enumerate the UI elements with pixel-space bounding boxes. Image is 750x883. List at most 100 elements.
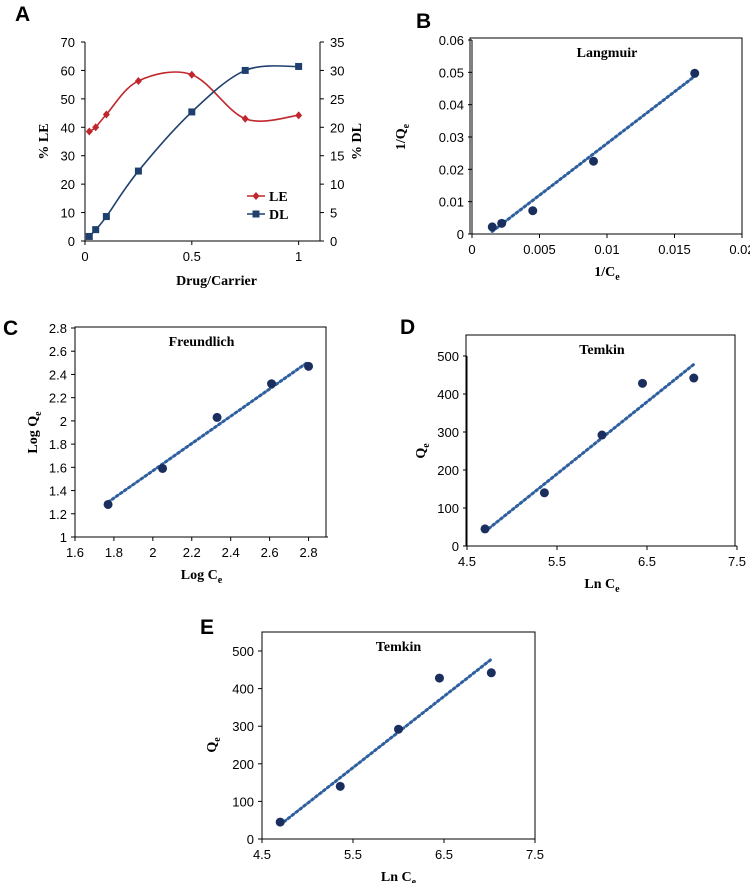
x-tick-label: 7.5 xyxy=(728,554,746,569)
y-tick-label: 500 xyxy=(437,349,459,364)
x-tick-label: 1.8 xyxy=(105,545,123,560)
chart-title: Langmuir xyxy=(577,46,638,61)
y-tick-label: 400 xyxy=(232,682,254,697)
x-tick-label: 6.5 xyxy=(638,554,656,569)
y-tick-label: 0.01 xyxy=(439,195,464,210)
y2-tick-label: 0 xyxy=(330,234,337,249)
data-point-dl xyxy=(92,226,100,234)
y-tick-label: 500 xyxy=(232,644,254,659)
y-tick-label: 100 xyxy=(232,794,254,809)
data-point xyxy=(589,156,598,166)
data-point-le xyxy=(134,76,142,85)
x-tick-label: 5.5 xyxy=(548,554,566,569)
data-point-dl xyxy=(295,62,303,70)
trendline xyxy=(483,362,696,534)
x-tick-label: 2.2 xyxy=(183,545,201,560)
x-tick-label: 2 xyxy=(149,545,156,560)
x-axis-title: Ln Ce xyxy=(584,577,620,595)
x-tick-label: 2.8 xyxy=(299,545,317,560)
x-tick-label: 0.02 xyxy=(729,242,750,257)
chart-title: Temkin xyxy=(376,640,422,655)
panel-letter-A: A xyxy=(15,3,30,26)
x-axis-title: 1/Ce xyxy=(594,265,620,283)
panel-A: A0 0.5 101020304050607005101520253035Drug/… xyxy=(15,3,365,289)
data-point xyxy=(597,430,607,440)
x-tick-label: 0 xyxy=(468,242,475,257)
series-line-le xyxy=(88,71,299,133)
y-tick-label: 300 xyxy=(437,425,459,440)
data-point xyxy=(690,68,700,78)
data-point-dl xyxy=(188,108,196,116)
y-tick-label: 1 xyxy=(60,530,67,545)
series-line-dl xyxy=(88,65,299,238)
y-tick-label: 0 xyxy=(68,234,75,249)
y-axis-title: Qe xyxy=(414,443,432,459)
x-tick-label: 1 xyxy=(295,249,302,264)
panel-letter-B: B xyxy=(416,10,431,33)
x-tick-label: 0.015 xyxy=(658,242,691,257)
y-tick-label: 200 xyxy=(232,757,254,772)
y-tick-label: 50 xyxy=(61,92,75,107)
y-tick-label: 2.8 xyxy=(49,321,67,336)
y-tick-label: 0.04 xyxy=(439,98,464,113)
x-tick-label: 7.5 xyxy=(526,847,544,862)
data-point xyxy=(275,817,285,827)
data-point xyxy=(486,668,496,678)
x-axis-title: Log Ce xyxy=(181,568,223,586)
y-axis-title: Qe xyxy=(205,737,223,753)
data-point xyxy=(434,673,444,683)
x-tick-label: 6.5 xyxy=(435,847,453,862)
data-point-le xyxy=(295,111,303,120)
chart-title: Temkin xyxy=(579,343,625,358)
data-point xyxy=(212,412,222,422)
data-point xyxy=(487,222,497,232)
y-tick-label: 0 xyxy=(247,832,254,847)
data-point-le xyxy=(241,114,249,123)
y-tick-label: 0 xyxy=(452,539,459,554)
y-tick-label: 40 xyxy=(61,120,75,135)
x-tick-label: 4.5 xyxy=(458,554,476,569)
data-point xyxy=(528,206,538,216)
y-tick-label: 400 xyxy=(437,387,459,402)
panel-letter-D: D xyxy=(400,316,415,339)
data-point-le xyxy=(102,110,110,119)
x-tick-label: 5.5 xyxy=(344,847,362,862)
plot-frame xyxy=(469,37,743,235)
legend-label-le: LE xyxy=(269,190,288,205)
y-axis-title: % LE xyxy=(37,123,52,159)
chart-title: Freundlich xyxy=(169,335,235,350)
data-point xyxy=(480,524,490,534)
data-point xyxy=(267,379,277,389)
y2-axis-title: % DL xyxy=(350,123,365,160)
data-point xyxy=(539,488,549,498)
y-tick-label: 2.6 xyxy=(49,344,67,359)
panel-C: C 1.6 1.8 2 2.2 2.4 2.6 2.8 1 1.2 1.4 1.6 1.8 2 2.2 2.4… xyxy=(3,317,328,586)
y-tick-label: 1.4 xyxy=(49,484,67,499)
x-tick-label: 0.01 xyxy=(594,242,619,257)
plot-frame xyxy=(261,631,536,840)
data-point xyxy=(497,218,507,228)
y-tick-label: 1.6 xyxy=(49,460,67,475)
y-tick-label: 1.8 xyxy=(49,437,67,452)
y2-tick-label: 20 xyxy=(330,120,344,135)
y2-tick-label: 30 xyxy=(330,63,344,78)
y-tick-label: 70 xyxy=(61,35,75,50)
x-tick-label: 0.5 xyxy=(183,249,201,264)
y-tick-label: 30 xyxy=(61,149,75,164)
y-tick-label: 1.2 xyxy=(49,507,67,522)
y-tick-label: 0.06 xyxy=(439,33,464,48)
y-tick-label: 0.02 xyxy=(439,162,464,177)
panel-E: E 4.5 5.5 6.5 7.5 0 100 200 300 400 500 Temkin Ln Ce… xyxy=(200,616,544,883)
y-tick-label: 300 xyxy=(232,719,254,734)
data-point xyxy=(158,463,168,473)
plot-frame xyxy=(74,326,327,538)
y-tick-label: 60 xyxy=(61,63,75,78)
y-axis-title: Log Qe xyxy=(26,411,44,454)
data-point-le xyxy=(85,127,93,136)
data-point-dl xyxy=(241,66,249,74)
y-tick-label: 2.2 xyxy=(49,391,67,406)
trendline xyxy=(278,657,493,827)
panel-letter-C: C xyxy=(3,317,18,340)
x-axis-title: Ln Ce xyxy=(381,870,417,883)
